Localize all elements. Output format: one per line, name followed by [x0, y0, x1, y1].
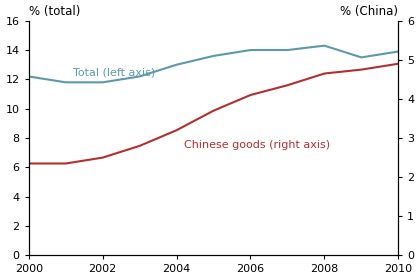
Text: % (total): % (total) — [29, 5, 80, 18]
Text: Chinese goods (right axis): Chinese goods (right axis) — [184, 140, 330, 150]
Text: % (China): % (China) — [340, 5, 398, 18]
Text: Total (left axis): Total (left axis) — [73, 67, 155, 77]
